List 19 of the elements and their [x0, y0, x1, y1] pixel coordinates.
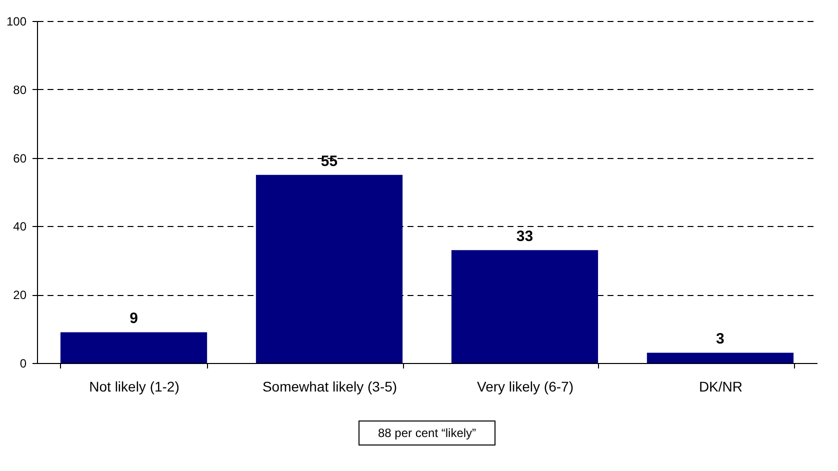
x-tick-label: Not likely (1-2)	[89, 378, 180, 394]
bar	[256, 174, 403, 363]
bar	[451, 250, 598, 363]
data-label: 9	[130, 310, 138, 328]
bar	[646, 352, 794, 363]
text: 88 per cent “likely”	[378, 426, 476, 440]
bar	[60, 332, 208, 363]
x-tick-label: Very likely (6-7)	[477, 378, 574, 394]
x-tick-label: Somewhat likely (3-5)	[262, 378, 398, 394]
y-tick-label: 80	[13, 82, 27, 97]
y-tick-label: 100	[6, 14, 27, 28]
x-tick-label: DK/NR	[698, 378, 743, 394]
data-label: 3	[716, 330, 724, 348]
y-tick-label: 20	[13, 288, 27, 302]
data-label: 33	[516, 228, 534, 246]
data-label: 55	[320, 152, 338, 170]
y-tick-label: 0	[20, 356, 27, 370]
y-tick-label: 60	[13, 151, 27, 166]
y-tick-label: 40	[13, 220, 27, 234]
